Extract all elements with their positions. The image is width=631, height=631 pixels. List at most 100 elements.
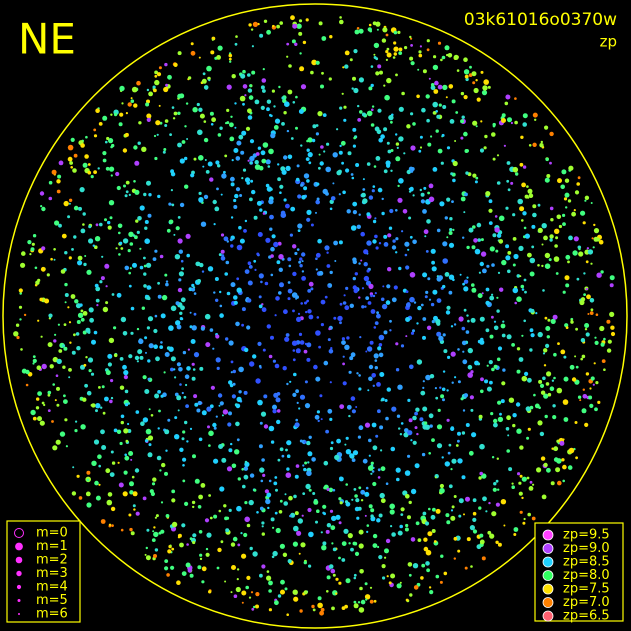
star (232, 369, 236, 374)
star (170, 356, 176, 362)
star (358, 607, 365, 613)
star (258, 295, 262, 299)
star (416, 432, 419, 436)
star (110, 396, 114, 400)
star (265, 159, 271, 165)
star (513, 533, 517, 536)
star (447, 451, 451, 455)
star (249, 155, 255, 162)
star (478, 271, 481, 274)
star (326, 142, 330, 146)
star (415, 407, 420, 412)
star (322, 504, 327, 509)
star (385, 538, 391, 544)
star (235, 586, 241, 593)
star (557, 342, 560, 345)
star (329, 35, 333, 39)
star (590, 262, 593, 265)
star (292, 541, 298, 547)
star (153, 328, 158, 334)
star (374, 321, 379, 325)
star (300, 542, 306, 548)
star (399, 433, 403, 436)
star (244, 516, 250, 523)
star (539, 383, 545, 388)
star (412, 194, 415, 197)
star (343, 118, 347, 122)
star (120, 247, 124, 250)
star (364, 422, 371, 428)
star (242, 484, 246, 489)
star (299, 609, 303, 613)
star (361, 192, 366, 198)
star (529, 348, 533, 352)
star (312, 124, 317, 129)
star (359, 569, 364, 574)
star (271, 234, 276, 239)
star (214, 206, 220, 212)
star (350, 352, 356, 358)
star (483, 146, 487, 150)
star (307, 507, 312, 513)
star (491, 456, 495, 459)
star (328, 487, 334, 493)
star (341, 558, 346, 562)
star (377, 409, 381, 414)
star (531, 245, 535, 249)
star (67, 215, 71, 219)
star (445, 310, 451, 315)
star (263, 424, 269, 429)
star (43, 403, 46, 407)
star (515, 172, 519, 176)
star (531, 516, 536, 521)
star (292, 349, 296, 352)
star (176, 580, 181, 585)
star (503, 524, 506, 527)
star (257, 146, 262, 150)
star (68, 198, 73, 202)
star (395, 156, 401, 162)
star (132, 504, 136, 508)
star (143, 192, 147, 197)
star (98, 464, 101, 468)
star (562, 479, 565, 483)
star (341, 541, 347, 546)
star (491, 132, 496, 137)
star (391, 532, 396, 537)
star (205, 547, 209, 551)
star (352, 276, 356, 281)
star (93, 134, 98, 138)
star (201, 580, 205, 584)
star (420, 192, 425, 197)
star (19, 292, 23, 295)
star (181, 437, 185, 441)
star (414, 463, 420, 469)
star (333, 240, 338, 246)
star (84, 154, 89, 159)
star (307, 451, 313, 457)
star (352, 210, 357, 215)
star (342, 355, 345, 358)
star (152, 477, 157, 482)
star (491, 263, 495, 267)
star (173, 62, 178, 67)
star (449, 217, 453, 221)
star (378, 334, 385, 341)
star (231, 394, 236, 399)
star (405, 265, 410, 270)
star (505, 94, 511, 100)
star (384, 556, 387, 559)
star (400, 513, 404, 516)
star (375, 434, 379, 438)
star (370, 461, 374, 465)
star (275, 488, 278, 492)
star (376, 382, 381, 387)
star (444, 461, 450, 467)
star (464, 74, 469, 79)
star (428, 413, 434, 419)
star (273, 481, 278, 486)
star (370, 309, 376, 314)
star (154, 249, 158, 253)
zp-marker (542, 597, 554, 608)
star (386, 47, 390, 51)
